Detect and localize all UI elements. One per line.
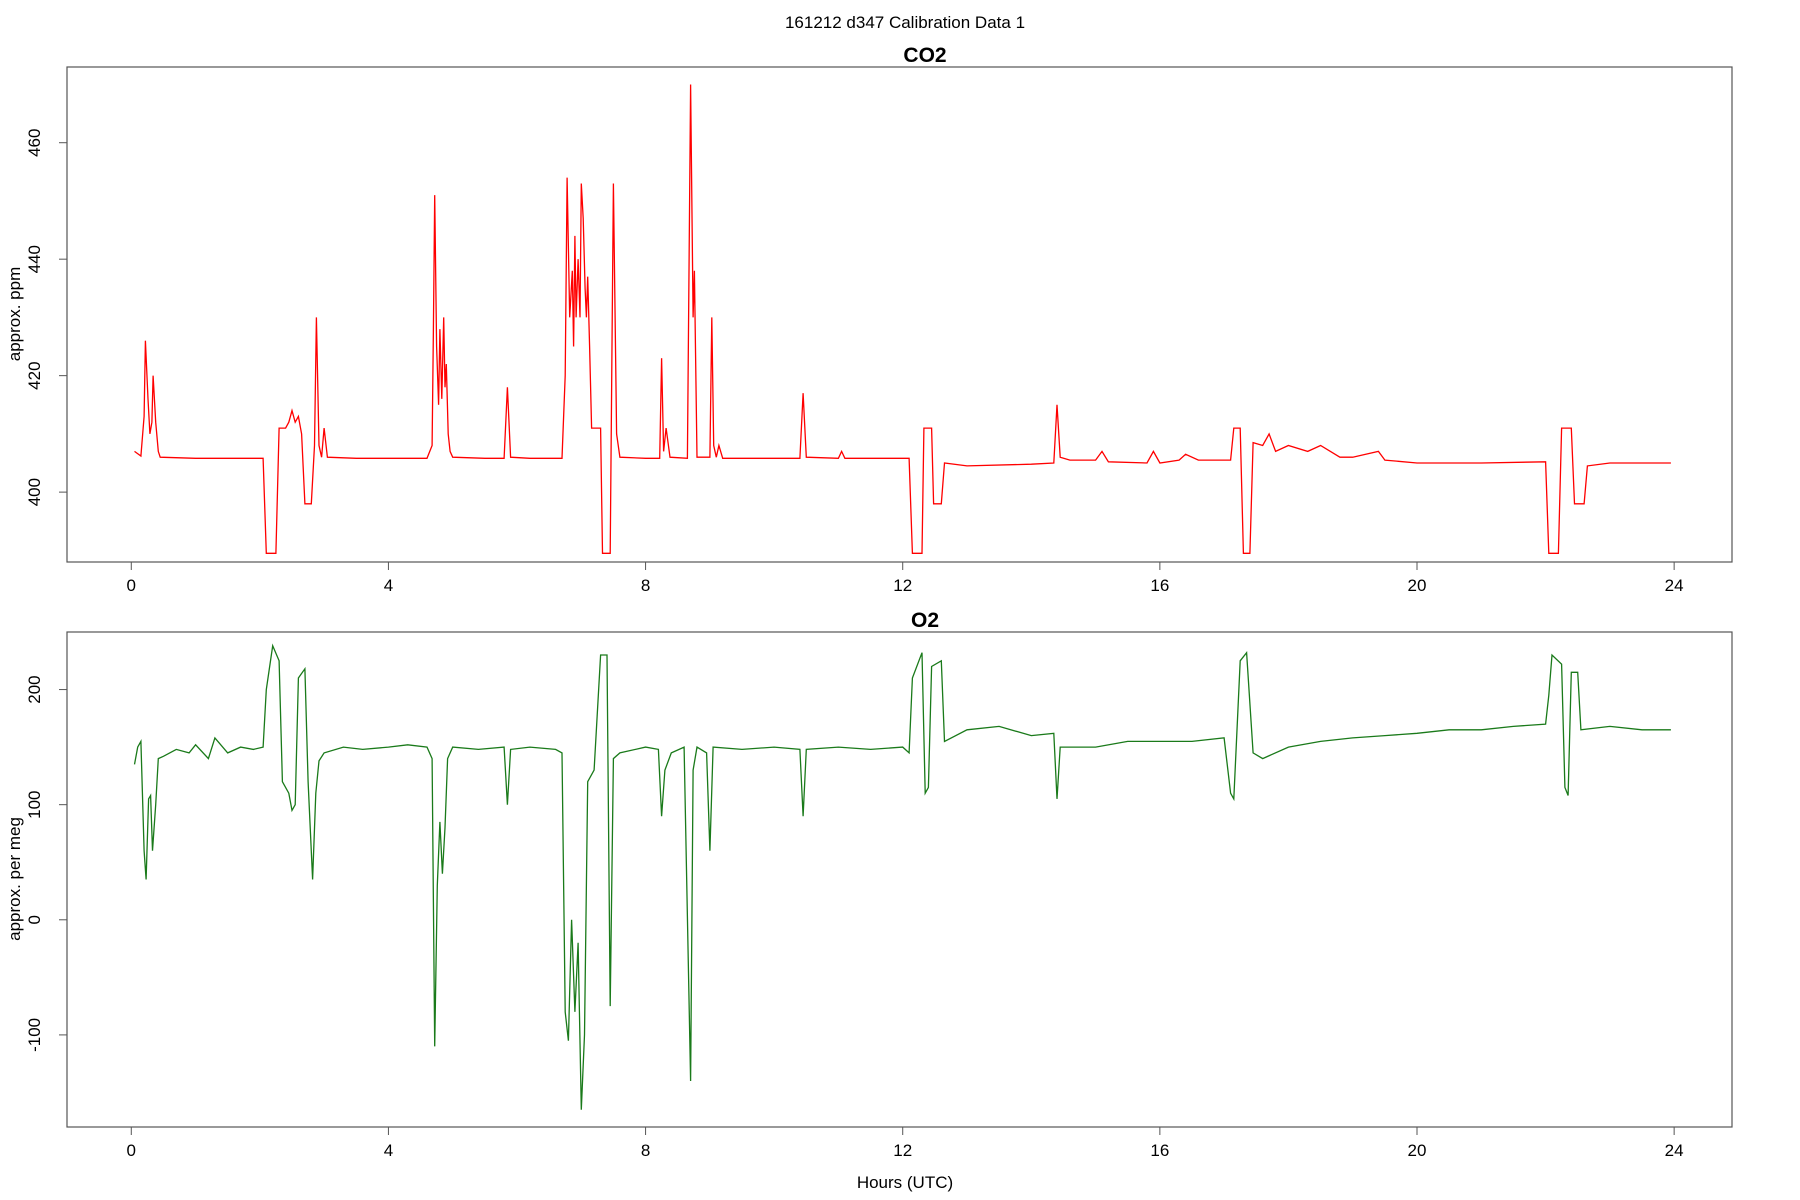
o2-x-tick-label: 24 xyxy=(1665,1141,1684,1160)
co2-x-tick-label: 12 xyxy=(893,576,912,595)
co2-panel: CO2 approx. ppm 0 4 8 12 16 20 24 400 420 440 460 xyxy=(5,44,1733,595)
figure-title: 161212 d347 Calibration Data 1 xyxy=(785,13,1025,32)
co2-x-tick-label: 0 xyxy=(127,576,136,595)
o2-y-tick-label: 200 xyxy=(25,675,44,703)
o2-y-tick-label: -100 xyxy=(25,1018,44,1052)
o2-x-tick-label: 12 xyxy=(893,1141,912,1160)
co2-y-axis: 400 420 440 460 xyxy=(25,129,67,506)
o2-x-tick-label: 0 xyxy=(127,1141,136,1160)
o2-plot-frame xyxy=(66,631,1733,1128)
o2-y-axis-label: approx. per meg xyxy=(5,817,24,941)
o2-y-axis: -100 0 100 200 xyxy=(25,675,67,1052)
o2-x-axis: 0 4 8 12 16 20 24 xyxy=(127,1127,1684,1160)
co2-x-tick-label: 24 xyxy=(1665,576,1684,595)
o2-panel-title: O2 xyxy=(911,609,939,632)
o2-y-tick-label: 100 xyxy=(25,790,44,818)
o2-x-tick-label: 4 xyxy=(384,1141,393,1160)
o2-y-tick-label: 0 xyxy=(25,915,44,924)
o2-x-tick-label: 16 xyxy=(1150,1141,1169,1160)
co2-y-axis-label: approx. ppm xyxy=(5,267,24,362)
o2-x-tick-label: 8 xyxy=(641,1141,650,1160)
co2-y-tick-label: 420 xyxy=(25,361,44,389)
co2-y-tick-label: 460 xyxy=(25,129,44,157)
o2-series-line xyxy=(133,643,1671,1110)
o2-panel: O2 approx. per meg Hours (UTC) 0 4 8 12 16 20… xyxy=(5,609,1733,1192)
co2-series-line xyxy=(134,84,1671,554)
co2-x-tick-label: 4 xyxy=(384,576,393,595)
co2-panel-title: CO2 xyxy=(903,44,946,67)
o2-x-tick-label: 20 xyxy=(1408,1141,1427,1160)
co2-x-tick-label: 20 xyxy=(1408,576,1427,595)
co2-x-axis: 0 4 8 12 16 20 24 xyxy=(127,562,1684,595)
co2-y-tick-label: 440 xyxy=(25,245,44,273)
o2-x-axis-label: Hours (UTC) xyxy=(857,1173,953,1192)
co2-x-tick-label: 16 xyxy=(1150,576,1169,595)
co2-y-tick-label: 400 xyxy=(25,478,44,506)
co2-plot-frame xyxy=(66,66,1733,563)
co2-x-tick-label: 8 xyxy=(641,576,650,595)
